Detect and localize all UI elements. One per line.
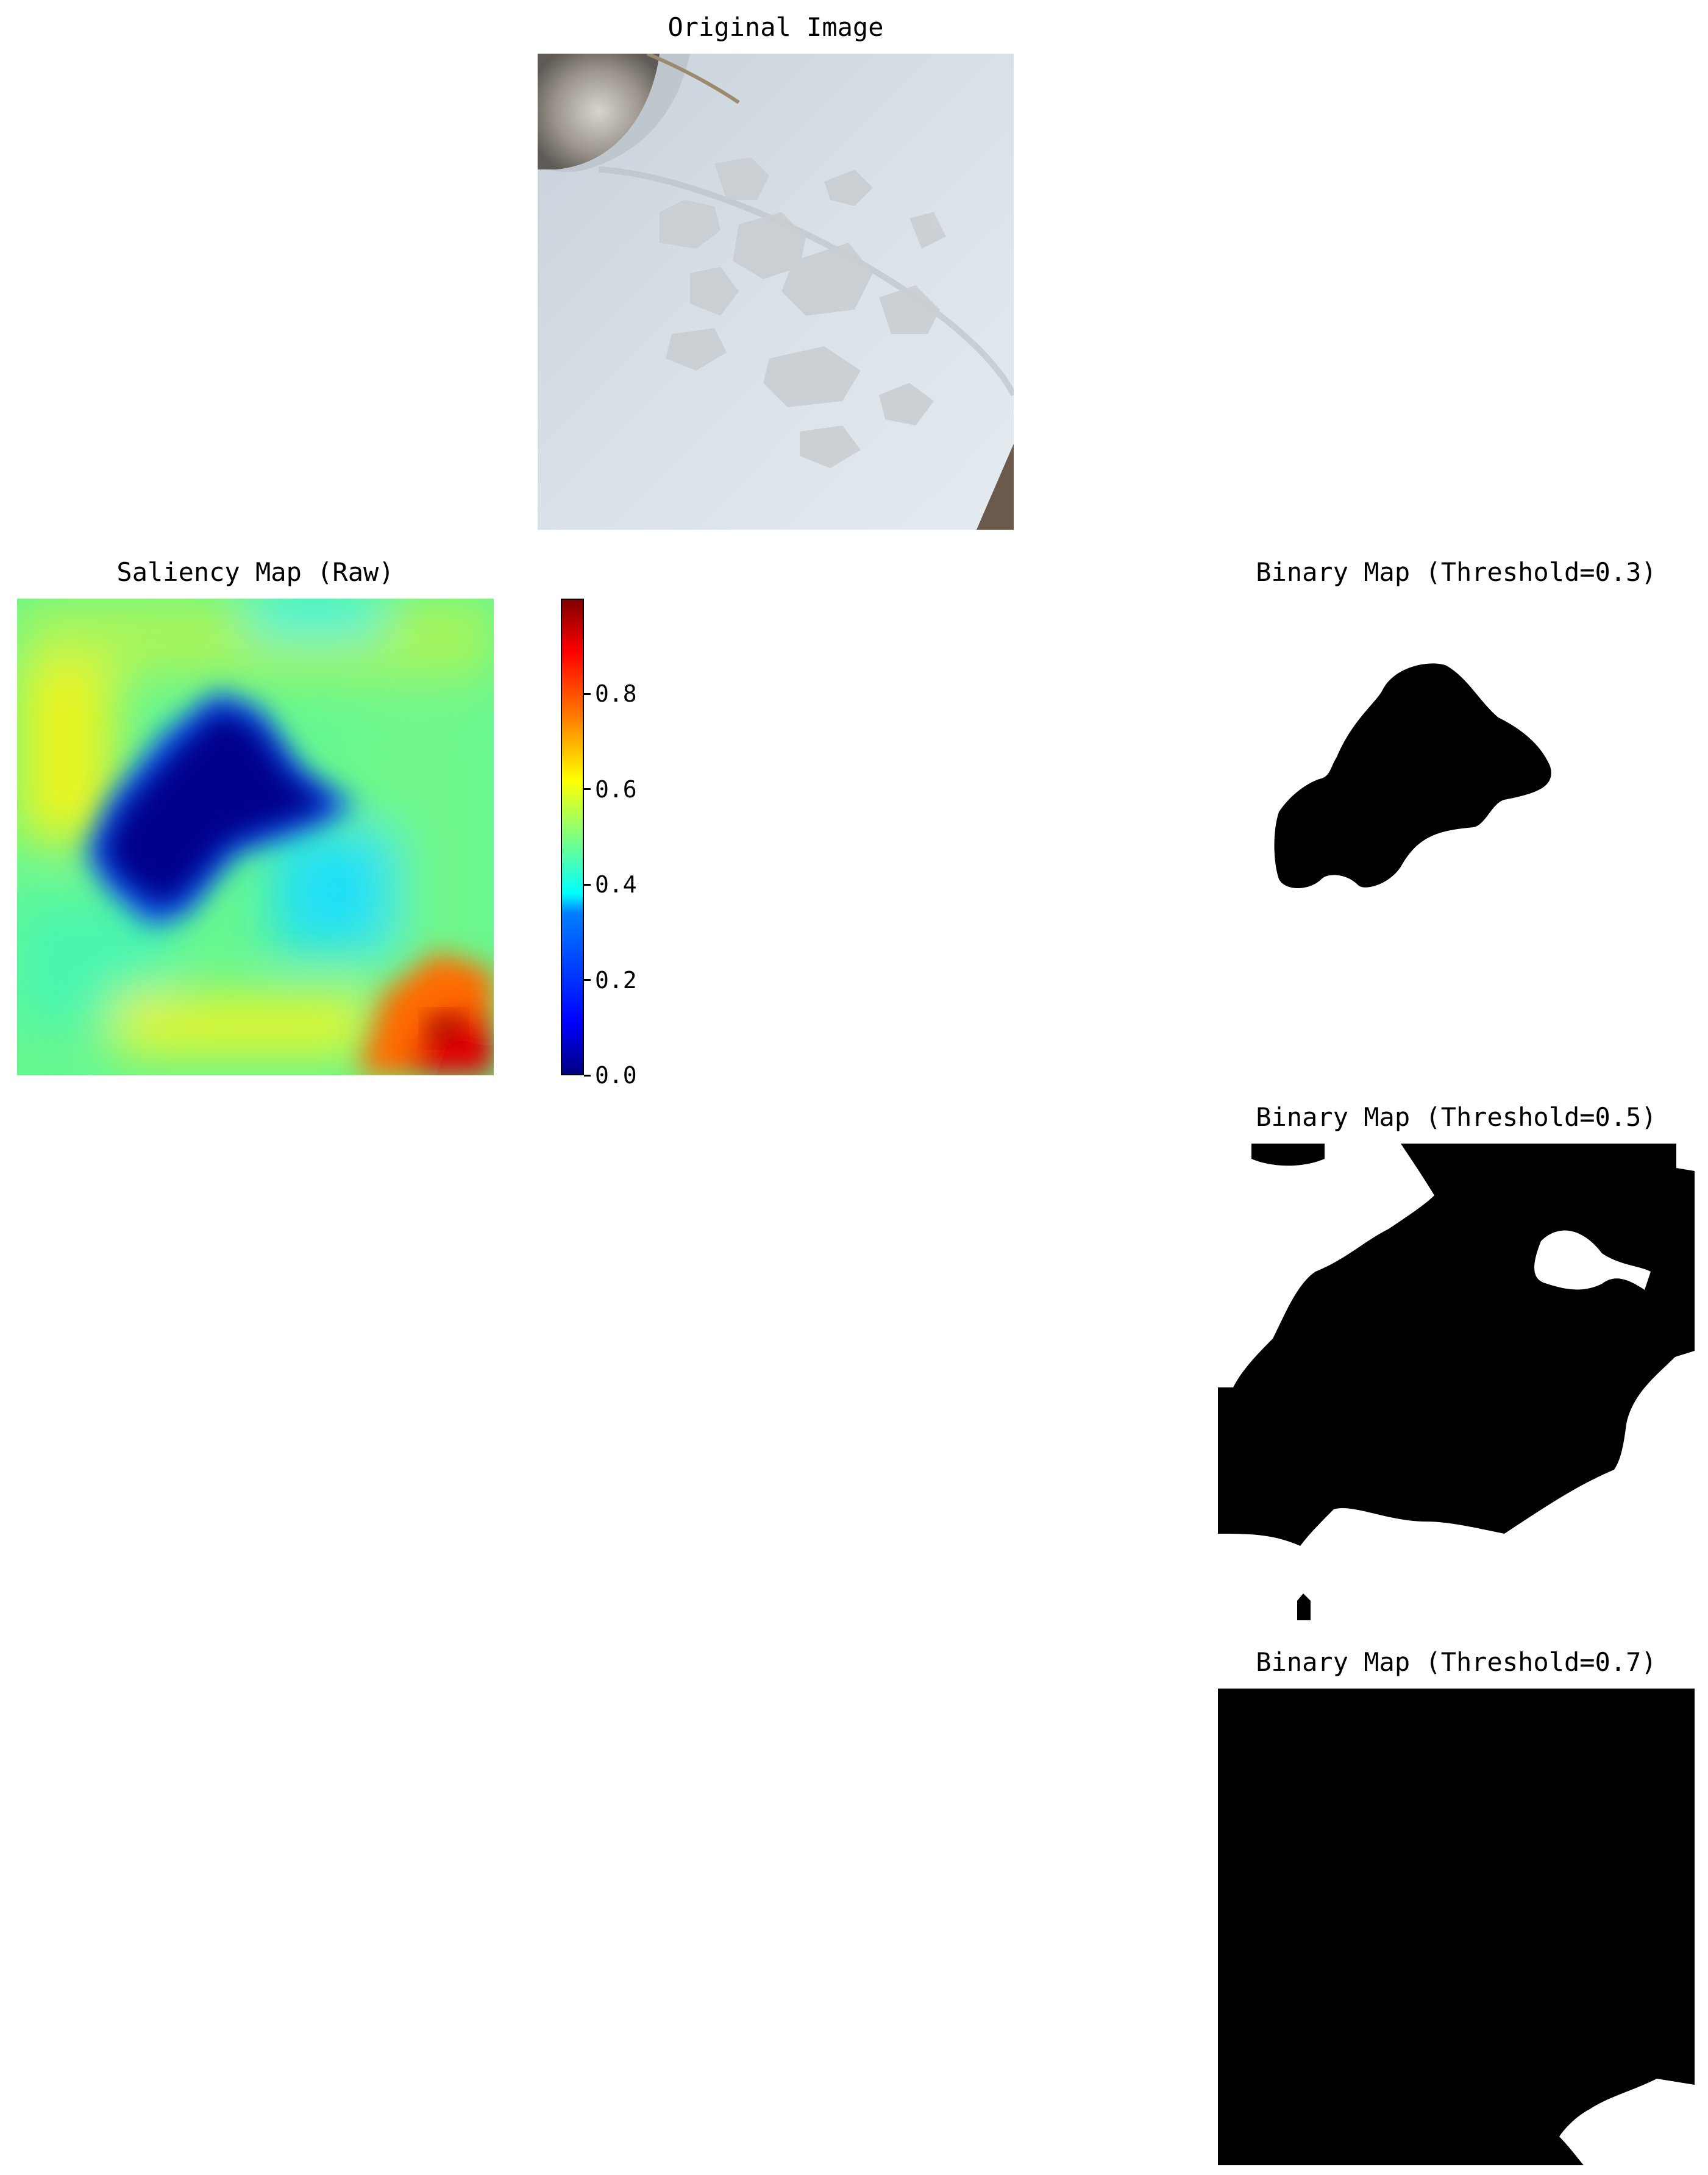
- colorbar-tick-mark: [584, 979, 591, 981]
- original-image-photo: [538, 54, 1014, 530]
- original-image: [538, 54, 1014, 530]
- binary-map-0-3: [1218, 599, 1695, 1075]
- original-image-title: Original Image: [667, 12, 884, 42]
- colorbar-tick-mark: [584, 788, 591, 791]
- colorbar-tick-label: 0.2: [595, 966, 637, 994]
- colorbar: [561, 599, 584, 1075]
- colorbar-tick-label: 0.0: [595, 1062, 637, 1089]
- binary-map-title-0-3: Binary Map (Threshold=0.3): [1256, 557, 1657, 587]
- saliency-map-title: Saliency Map (Raw): [116, 557, 394, 587]
- colorbar-tick-mark: [584, 692, 591, 695]
- colorbar-tick-label: 0.6: [595, 775, 637, 803]
- saliency-heatmap: [17, 599, 494, 1075]
- colorbar-tick-mark: [584, 883, 591, 886]
- binary-map-title-0-7: Binary Map (Threshold=0.7): [1256, 1647, 1657, 1677]
- binary-map-0-7: [1218, 1689, 1695, 2165]
- binary-map-title-0-5: Binary Map (Threshold=0.5): [1256, 1102, 1657, 1132]
- binary-map-0-5: [1218, 1144, 1695, 1620]
- colorbar-tick-mark: [584, 1074, 591, 1077]
- colorbar-tick-label: 0.8: [595, 680, 637, 708]
- colorbar-tick-label: 0.4: [595, 871, 637, 899]
